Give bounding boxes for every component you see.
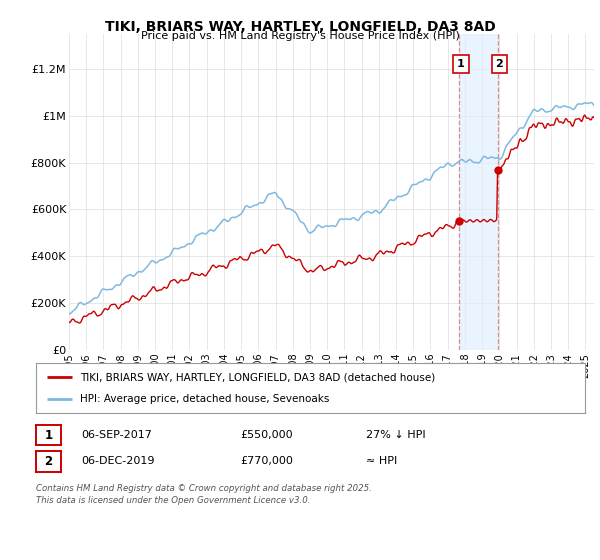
Text: 2: 2 (496, 59, 503, 69)
Text: 06-DEC-2019: 06-DEC-2019 (81, 456, 155, 466)
Text: ≈ HPI: ≈ HPI (366, 456, 397, 466)
Text: Contains HM Land Registry data © Crown copyright and database right 2025.
This d: Contains HM Land Registry data © Crown c… (36, 484, 372, 505)
Text: 27% ↓ HPI: 27% ↓ HPI (366, 430, 425, 440)
Text: £550,000: £550,000 (240, 430, 293, 440)
Bar (460, 34, 498, 350)
Text: TIKI, BRIARS WAY, HARTLEY, LONGFIELD, DA3 8AD (detached house): TIKI, BRIARS WAY, HARTLEY, LONGFIELD, DA… (80, 372, 435, 382)
Text: Price paid vs. HM Land Registry's House Price Index (HPI): Price paid vs. HM Land Registry's House … (140, 31, 460, 41)
Text: 1: 1 (44, 428, 53, 442)
Text: TIKI, BRIARS WAY, HARTLEY, LONGFIELD, DA3 8AD: TIKI, BRIARS WAY, HARTLEY, LONGFIELD, DA… (104, 20, 496, 34)
Text: 2: 2 (44, 455, 53, 468)
Text: 1: 1 (457, 59, 464, 69)
Text: £770,000: £770,000 (240, 456, 293, 466)
Text: 06-SEP-2017: 06-SEP-2017 (81, 430, 152, 440)
Text: HPI: Average price, detached house, Sevenoaks: HPI: Average price, detached house, Seve… (80, 394, 329, 404)
